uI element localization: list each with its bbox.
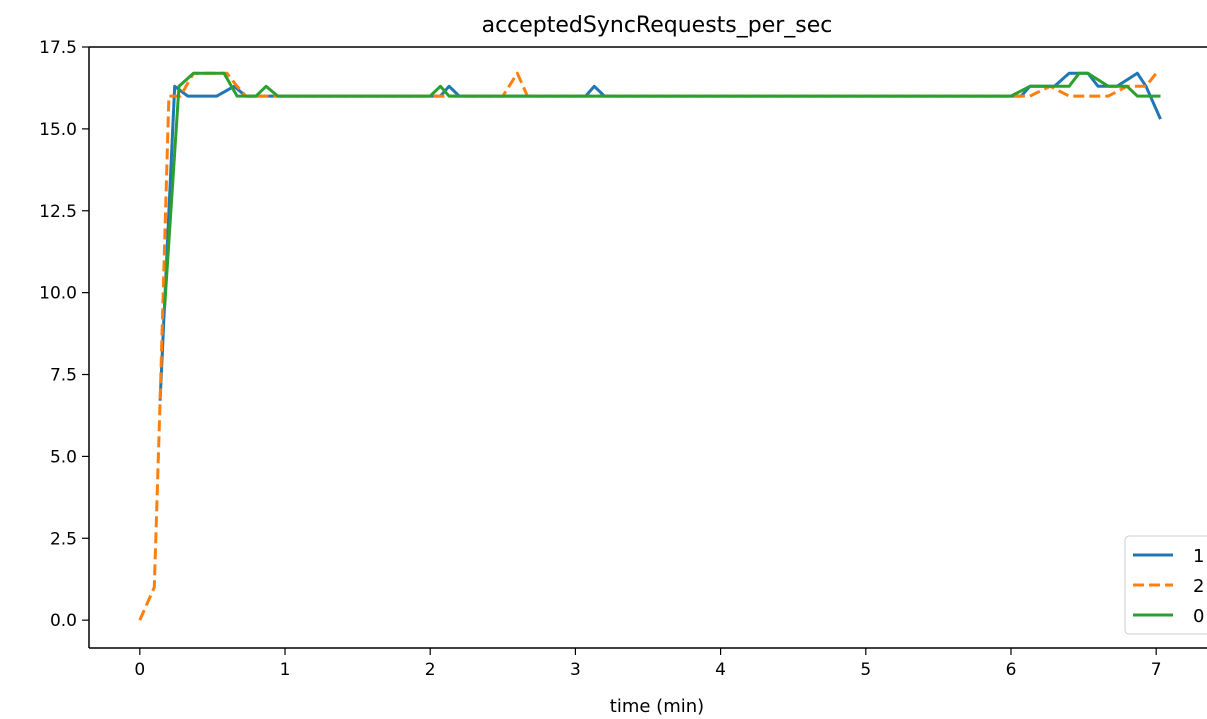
x-tick-label: 2 (425, 660, 436, 680)
x-tick-label: 6 (1006, 660, 1017, 680)
series-line-0 (163, 71, 1161, 310)
legend-label-1: 1 (1193, 546, 1204, 567)
x-tick-label: 7 (1151, 660, 1162, 680)
y-tick-label: 7.5 (50, 366, 77, 386)
y-tick-label: 5.0 (50, 447, 77, 467)
y-tick-label: 12.5 (39, 202, 77, 222)
x-tick-label: 3 (570, 660, 581, 680)
x-tick-label: 0 (134, 660, 145, 680)
y-tick-label: 2.5 (50, 529, 77, 549)
chart-title: acceptedSyncRequests_per_sec (482, 13, 833, 38)
x-tick-label: 1 (280, 660, 291, 680)
plot-area: 0 1 2 3 4 5 6 7 0.0 2.5 5.0 7.5 10.0 12.5 15.0 17.5 1 2 0 (39, 38, 1207, 680)
y-tick-label: 0.0 (50, 611, 77, 631)
x-tick-label: 4 (715, 660, 726, 680)
x-tick-label: 5 (860, 660, 871, 680)
y-tick-label: 15.0 (39, 120, 77, 140)
legend-label-0: 0 (1193, 606, 1204, 627)
y-tick-label: 10.0 (39, 284, 77, 304)
y-tick-label: 17.5 (39, 38, 77, 58)
legend-label-2: 2 (1193, 576, 1204, 597)
x-axis-label: time (min) (610, 696, 704, 717)
